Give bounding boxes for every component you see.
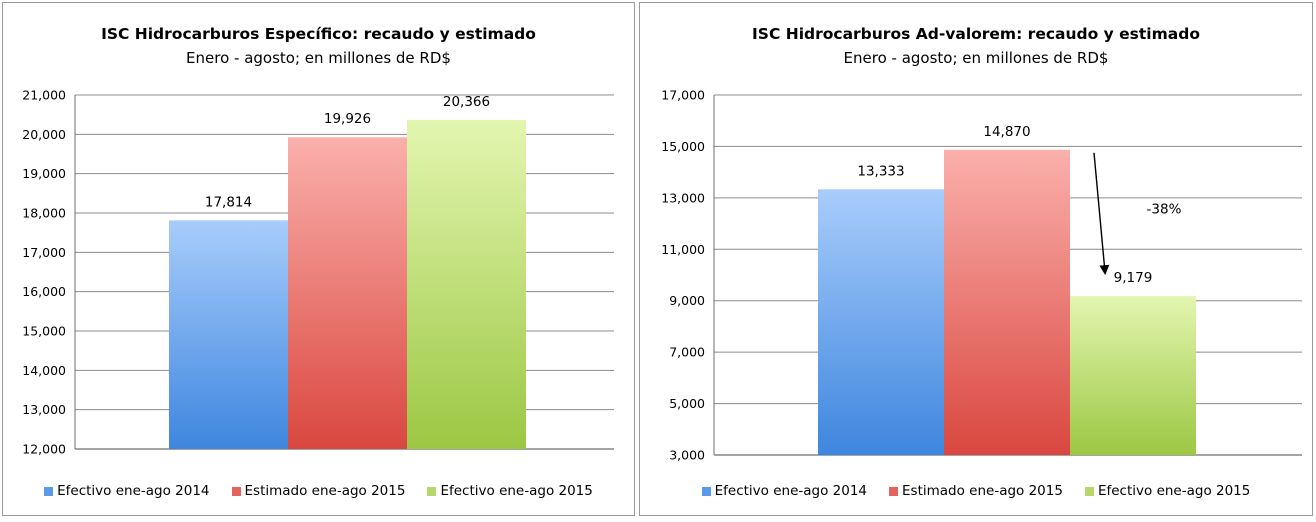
data-label: 13,333 [857, 163, 904, 179]
chart-title: ISC Hidrocarburos Ad-valorem: recaudo y … [752, 25, 1200, 43]
data-label: 17,814 [205, 194, 252, 210]
data-label: 19,926 [324, 111, 371, 127]
y-tick-label: 5,000 [669, 396, 705, 411]
data-label: 9,179 [1114, 270, 1153, 286]
legend-swatch-green [427, 486, 437, 496]
bar-chart-advalorem: 3,000 5,000 7,000 9,000 11,000 13,000 15,000 17… [661, 88, 1302, 463]
chart-legend: Efectivo ene-ago 2014 Estimado ene-ago 2… [640, 483, 1312, 499]
bar-3 [1070, 296, 1196, 455]
chart-panel-especifico: ISC Hidrocarburos Específico: recaudo y … [2, 2, 635, 516]
data-label: 14,870 [983, 124, 1030, 140]
y-tick-label: 18,000 [22, 206, 66, 221]
legend-swatch-red [231, 486, 241, 496]
y-tick-label: 17,000 [661, 88, 705, 103]
y-tick-label: 13,000 [22, 402, 66, 417]
y-tick-label: 11,000 [661, 242, 705, 257]
y-tick-label: 16,000 [22, 284, 66, 299]
y-tick-label: 17,000 [22, 245, 66, 260]
legend-label: Efectivo ene-ago 2015 [1097, 483, 1251, 499]
y-tick-label: 20,000 [22, 127, 66, 142]
legend-label: Efectivo ene-ago 2014 [57, 483, 210, 499]
y-tick-label: 15,000 [661, 139, 705, 154]
y-tick-label: 7,000 [669, 345, 705, 360]
legend-label: Estimado ene-ago 2015 [902, 483, 1063, 499]
legend-item-efectivo-2014: Efectivo ene-ago 2014 [44, 483, 210, 499]
legend-swatch-blue [701, 486, 711, 496]
chart-subtitle: Enero - agosto; en millones de RD$ [843, 49, 1109, 67]
change-arrow [1093, 152, 1110, 276]
legend-item-estimado-2015: Estimado ene-ago 2015 [889, 483, 1063, 499]
legend-item-efectivo-2014: Efectivo ene-ago 2014 [701, 483, 868, 499]
y-tick-label: 15,000 [22, 324, 66, 339]
chart-panel-advalorem: ISC Hidrocarburos Ad-valorem: recaudo y … [639, 2, 1313, 516]
chart-title: ISC Hidrocarburos Específico: recaudo y … [101, 25, 536, 43]
change-annotation: -38% [1147, 201, 1182, 217]
legend-item-efectivo-2015: Efectivo ene-ago 2015 [1084, 483, 1251, 499]
chart-legend: Efectivo ene-ago 2014 Estimado ene-ago 2… [3, 483, 634, 499]
legend-swatch-green [1084, 486, 1094, 496]
bar-1 [169, 220, 288, 449]
bar-2 [944, 149, 1070, 455]
bar-2 [288, 137, 407, 449]
legend-item-efectivo-2015: Efectivo ene-ago 2015 [427, 483, 593, 499]
bar-3 [407, 119, 526, 450]
bar-chart-especifico: 12,000 13,000 14,000 15,000 16,000 17,000 18,0… [22, 88, 614, 457]
chart-subtitle: Enero - agosto; en millones de RD$ [186, 49, 451, 67]
y-tick-label: 14,000 [22, 363, 66, 378]
legend-label: Estimado ene-ago 2015 [244, 483, 406, 499]
y-tick-label: 12,000 [22, 442, 66, 457]
y-tick-label: 3,000 [669, 448, 705, 463]
bar-1 [818, 189, 944, 455]
y-tick-label: 13,000 [661, 190, 705, 205]
legend-swatch-blue [44, 486, 54, 496]
legend-swatch-red [889, 486, 899, 496]
legend-label: Efectivo ene-ago 2015 [440, 483, 593, 499]
y-tick-label: 19,000 [22, 166, 66, 181]
legend-item-estimado-2015: Estimado ene-ago 2015 [231, 483, 406, 499]
y-tick-label: 21,000 [22, 88, 66, 103]
y-tick-label: 9,000 [669, 293, 705, 308]
data-label: 20,366 [443, 94, 490, 110]
legend-label: Efectivo ene-ago 2014 [714, 483, 868, 499]
